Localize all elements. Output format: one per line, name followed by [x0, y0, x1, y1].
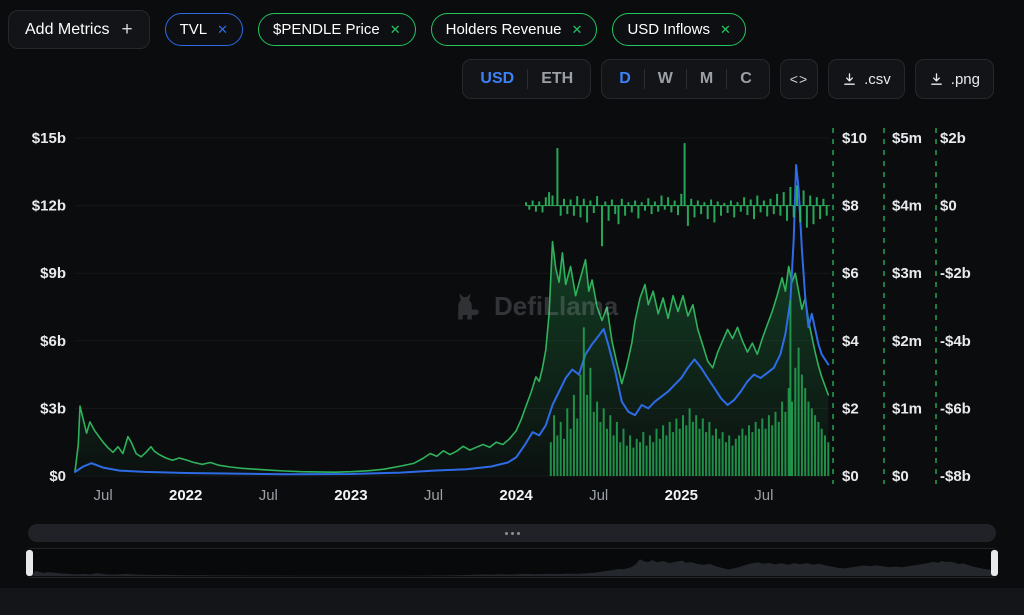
- metric-chip-label: TVL: [180, 21, 208, 38]
- chart-scrollbar[interactable]: [28, 524, 996, 542]
- svg-text:$4: $4: [842, 333, 859, 350]
- metric-chip-usd-inflows[interactable]: USD Inflows ✕: [612, 13, 745, 46]
- svg-text:2024: 2024: [499, 487, 533, 504]
- svg-text:$4m: $4m: [892, 198, 922, 215]
- add-metrics-label: Add Metrics: [25, 21, 109, 39]
- scrollbar-grip-icon[interactable]: [505, 532, 520, 535]
- svg-text:$15b: $15b: [32, 130, 66, 147]
- svg-text:$6b: $6b: [40, 333, 66, 350]
- defillama-watermark: DefiLlama: [447, 288, 618, 324]
- close-icon[interactable]: ✕: [720, 23, 731, 36]
- currency-eth-button[interactable]: ETH: [528, 64, 586, 94]
- svg-text:Jul: Jul: [754, 487, 773, 504]
- embed-button[interactable]: <>: [780, 59, 818, 99]
- svg-text:$5m: $5m: [892, 130, 922, 147]
- svg-text:$10: $10: [842, 130, 867, 147]
- svg-text:$2b: $2b: [940, 130, 966, 147]
- download-png-button[interactable]: .png: [915, 59, 994, 99]
- metric-chip-label: $PENDLE Price: [273, 21, 380, 38]
- svg-text:$0: $0: [49, 468, 66, 485]
- svg-text:$9b: $9b: [40, 265, 66, 282]
- y-axis-price: $10 $8 $6 $4 $2 $0: [842, 130, 867, 485]
- metric-chip-pendle-price[interactable]: $PENDLE Price ✕: [258, 13, 416, 46]
- add-metrics-button[interactable]: Add Metrics +: [8, 10, 150, 49]
- metric-chip-tvl[interactable]: TVL ✕: [165, 13, 243, 46]
- y-axis-revenue: $5m $4m $3m $2m $1m $0: [892, 130, 922, 485]
- metric-chip-label: USD Inflows: [627, 21, 710, 38]
- interval-monthly-button[interactable]: M: [687, 64, 726, 94]
- download-csv-button[interactable]: .csv: [828, 59, 905, 99]
- currency-toggle: USD ETH: [462, 59, 591, 99]
- download-png-label: .png: [951, 71, 980, 88]
- svg-text:$2m: $2m: [892, 333, 922, 350]
- brush-minichart: [29, 549, 995, 577]
- svg-text:$0: $0: [940, 198, 957, 215]
- svg-text:2023: 2023: [334, 487, 367, 504]
- svg-text:$2: $2: [842, 400, 859, 417]
- svg-text:$8: $8: [842, 198, 859, 215]
- interval-cumulative-button[interactable]: C: [727, 64, 765, 94]
- svg-text:2022: 2022: [169, 487, 202, 504]
- svg-text:Jul: Jul: [94, 487, 113, 504]
- metric-chip-holders-revenue[interactable]: Holders Revenue ✕: [431, 13, 598, 46]
- svg-text:-$4b: -$4b: [940, 333, 971, 350]
- time-range-brush[interactable]: [28, 548, 996, 578]
- svg-text:$3m: $3m: [892, 265, 922, 282]
- interval-daily-button[interactable]: D: [606, 64, 644, 94]
- defillama-logo-icon: [447, 288, 483, 324]
- interval-toggle: D W M C: [601, 59, 770, 99]
- download-icon: [842, 72, 857, 87]
- interval-weekly-button[interactable]: W: [645, 64, 686, 94]
- y-axis-inflows: $2b $0 -$2b -$4b -$6b -$8b: [940, 130, 971, 485]
- currency-usd-button[interactable]: USD: [467, 64, 527, 94]
- y-axis-tvl: $15b $12b $9b $6b $3b $0: [32, 130, 66, 485]
- x-axis: Jul 2022 Jul 2023 Jul 2024 Jul 2025 Jul: [94, 487, 774, 504]
- svg-text:Jul: Jul: [589, 487, 608, 504]
- brush-handle-right[interactable]: [991, 550, 998, 576]
- defillama-chart-page: $15b $12b $9b $6b $3b $0 $10 $8 $6 $4 $2 $0 $5m $4m $3…: [0, 0, 1024, 615]
- plus-icon: +: [121, 20, 132, 39]
- close-icon[interactable]: ✕: [217, 23, 228, 36]
- svg-text:Jul: Jul: [424, 487, 443, 504]
- close-icon[interactable]: ✕: [572, 23, 583, 36]
- svg-text:$0: $0: [842, 468, 859, 485]
- svg-text:$6: $6: [842, 265, 859, 282]
- close-icon[interactable]: ✕: [390, 23, 401, 36]
- svg-text:Jul: Jul: [259, 487, 278, 504]
- svg-text:$12b: $12b: [32, 198, 66, 215]
- svg-text:-$2b: -$2b: [940, 265, 971, 282]
- chart-toolbar: USD ETH D W M C <> .csv .png: [462, 59, 994, 99]
- svg-text:$1m: $1m: [892, 400, 922, 417]
- watermark-label: DefiLlama: [494, 291, 618, 322]
- svg-text:$3b: $3b: [40, 400, 66, 417]
- download-csv-label: .csv: [864, 71, 891, 88]
- svg-text:-$6b: -$6b: [940, 400, 971, 417]
- download-icon: [929, 72, 944, 87]
- svg-text:$0: $0: [892, 468, 909, 485]
- svg-text:-$8b: -$8b: [940, 468, 971, 485]
- metrics-bar: Add Metrics + TVL ✕ $PENDLE Price ✕ Hold…: [8, 10, 746, 49]
- brush-handle-left[interactable]: [26, 550, 33, 576]
- footer-band: [0, 588, 1024, 615]
- svg-text:2025: 2025: [665, 487, 698, 504]
- metric-chip-label: Holders Revenue: [446, 21, 562, 38]
